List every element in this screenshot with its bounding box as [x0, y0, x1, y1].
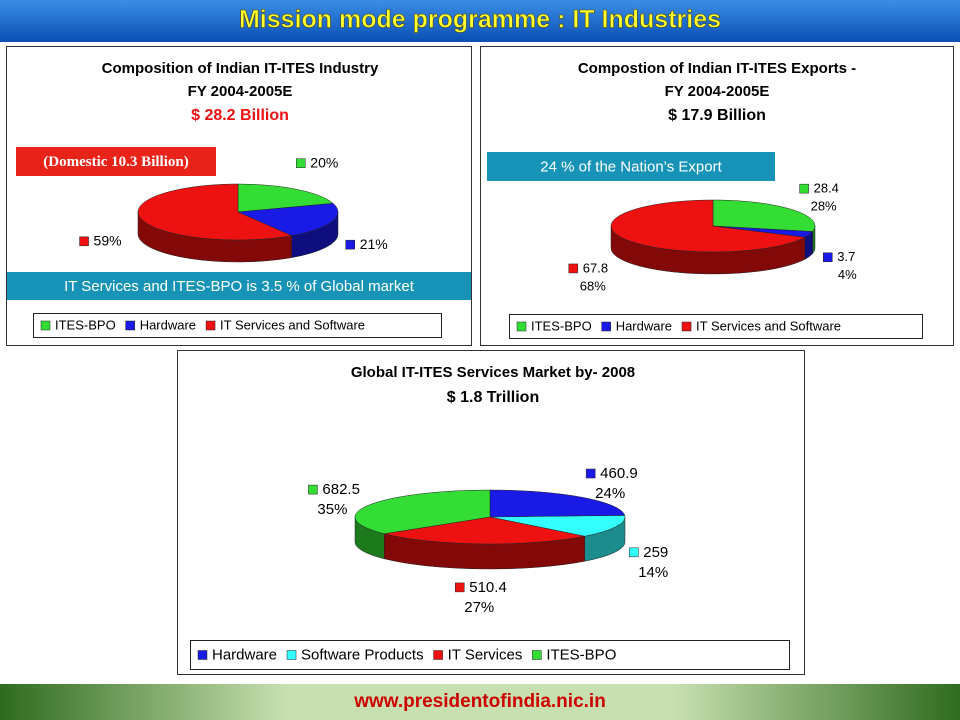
pie-slice	[610, 199, 806, 253]
legend-swatch	[286, 650, 297, 660]
data-label: 682.5	[322, 481, 360, 498]
label-swatch	[345, 239, 355, 250]
annotation-box	[16, 147, 216, 176]
chart-title: Composition of Indian IT-ITES Industry	[102, 60, 379, 77]
label-swatch	[308, 484, 318, 495]
data-label: 21%	[360, 236, 388, 252]
legend-label: IT Services and Software	[220, 317, 365, 332]
annotation-box	[7, 272, 471, 300]
charts: Composition of Indian IT-ITES Industry FY…	[7, 60, 923, 670]
legend-swatch	[205, 320, 216, 331]
legend-swatch	[125, 320, 135, 331]
label-swatch	[296, 158, 306, 168]
data-label: 3.7	[837, 249, 855, 264]
legend-swatch	[433, 650, 443, 660]
header-bar	[0, 0, 960, 42]
legend-swatch	[197, 650, 208, 660]
pie-slice	[237, 183, 334, 213]
label-swatch	[585, 468, 596, 479]
chart-title: Compostion of Indian IT-ITES Exports -	[578, 60, 856, 77]
legend-label: Software Products	[301, 646, 424, 663]
data-label: 59%	[94, 233, 122, 249]
pie-slice	[489, 515, 626, 537]
data-label: 510.4	[469, 579, 507, 596]
share-label: 24%	[595, 485, 625, 502]
pie-slice	[384, 516, 585, 545]
legend-swatch	[516, 321, 527, 332]
chart-title: Global IT-ITES Services Market by- 2008	[351, 364, 635, 381]
annotation: (Domestic 10.3 Billion)	[43, 154, 188, 170]
legend-label: ITES-BPO	[531, 318, 592, 333]
legend-label: Hardware	[140, 317, 196, 332]
data-label: 28.4	[814, 181, 839, 196]
data-label: 460.9	[600, 465, 638, 482]
data-label: 259	[643, 544, 668, 561]
chart-subtitle: $ 1.8 Trillion	[447, 389, 539, 406]
share-label: 28%	[811, 199, 837, 214]
legend-swatch	[681, 321, 692, 332]
pie-slice	[137, 183, 293, 241]
legend-label: ITES-BPO	[55, 317, 116, 332]
slide-title: Mission mode programme : IT Industries	[239, 6, 721, 34]
footer-bar	[0, 684, 960, 720]
pie-slice	[489, 489, 626, 518]
pie-slice	[354, 489, 491, 535]
label-swatch	[79, 236, 89, 247]
legend-label: Hardware	[212, 646, 277, 663]
share-label: 14%	[638, 564, 668, 581]
pie-slice	[237, 203, 339, 236]
label-swatch	[568, 263, 579, 274]
label-swatch	[799, 183, 809, 194]
label-swatch	[455, 582, 465, 593]
footer-url: www.presidentofindia.nic.in	[353, 691, 606, 712]
label-swatch	[628, 547, 639, 558]
legend-label: IT Services	[448, 646, 523, 663]
annotation: IT Services and ITES-BPO is 3.5 % of Glo…	[64, 278, 415, 295]
annotation-box	[487, 152, 775, 181]
share-label: 35%	[317, 501, 347, 518]
label-swatch	[823, 252, 833, 263]
data-label: 20%	[310, 154, 338, 170]
chart-title: FY 2004-2005E	[188, 83, 293, 100]
share-label: 4%	[838, 267, 857, 282]
legend	[33, 313, 442, 338]
pie-slice	[712, 199, 816, 232]
annotation: 24 % of the Nation’s Export	[540, 158, 722, 175]
chart-title: FY 2004-2005E	[665, 83, 770, 100]
panel	[480, 46, 954, 346]
share-label: 68%	[580, 278, 606, 293]
legend-swatch	[601, 321, 611, 332]
legend-swatch	[532, 650, 542, 660]
data-label: 67.8	[583, 260, 608, 275]
legend-label: ITES-BPO	[546, 646, 616, 663]
legend-label: Hardware	[616, 318, 672, 333]
legend-label: IT Services and Software	[696, 318, 841, 333]
legend-swatch	[40, 320, 51, 331]
chart-subtitle: $ 17.9 Billion	[668, 107, 766, 124]
chart-subtitle: $ 28.2 Billion	[191, 107, 289, 124]
share-label: 27%	[464, 599, 494, 616]
legend	[509, 314, 923, 339]
